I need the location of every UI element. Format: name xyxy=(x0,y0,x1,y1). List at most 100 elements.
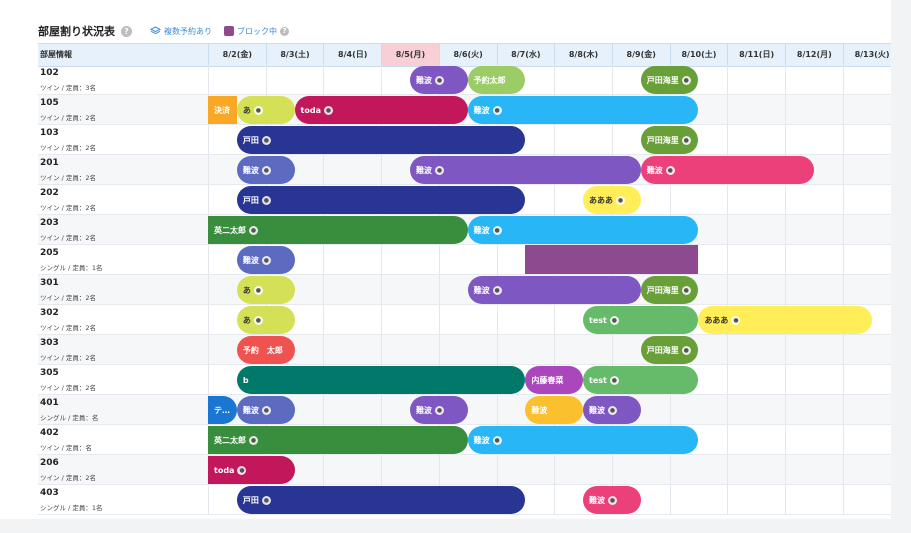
booking-bar[interactable]: 戸田 ● xyxy=(236,186,526,214)
room-type: シングル / 定員：1名 xyxy=(40,504,103,512)
room-number[interactable]: 303 xyxy=(40,338,59,348)
booking-label: 予約太郎 xyxy=(473,75,506,85)
group-icon: ● xyxy=(681,345,691,355)
room-row: 302 ツイン / 定員：2名 xyxy=(38,305,891,335)
date-column-header: 8/2(金) xyxy=(208,44,266,66)
room-number[interactable]: 302 xyxy=(40,308,59,318)
booking-bar[interactable]: あああ ● xyxy=(583,186,641,214)
date-column-header: 8/7(水) xyxy=(496,44,555,66)
booking-label: 難波 xyxy=(415,75,432,85)
room-number[interactable]: 205 xyxy=(40,248,59,258)
booking-label: 難波 xyxy=(646,165,663,175)
booking-label: 難波 xyxy=(473,285,490,295)
booking-bar[interactable]: 難波 ● xyxy=(467,216,699,244)
blocked-cell[interactable] xyxy=(525,245,699,274)
room-row: 102 ツイン / 定員：3名 xyxy=(38,65,891,95)
booking-bar[interactable]: 英二太郎 ● xyxy=(208,216,468,244)
booking-bar[interactable]: あああ ● xyxy=(698,306,872,334)
date-column-header: 8/13(火) xyxy=(842,44,891,66)
booking-bar[interactable]: 難波 ● xyxy=(467,426,699,454)
grid-line xyxy=(323,65,325,515)
room-number[interactable]: 301 xyxy=(40,278,59,288)
booking-bar[interactable]: toda ● xyxy=(208,456,295,484)
date-column-header: 8/5(月) xyxy=(381,44,439,66)
group-icon: ● xyxy=(261,495,271,505)
booking-bar[interactable]: 難波 ● xyxy=(236,156,295,184)
room-type: ツイン / 定員：2名 xyxy=(40,354,96,362)
booking-label: あああ xyxy=(589,195,614,205)
room-row: 303 ツイン / 定員：2名 xyxy=(38,335,891,365)
booking-bar[interactable]: 難波 xyxy=(525,396,584,424)
room-type: ツイン / 定員：2名 xyxy=(40,204,96,212)
booking-bar[interactable]: 難波 ● xyxy=(640,156,814,184)
help-icon[interactable]: ? xyxy=(280,26,289,36)
booking-bar[interactable]: 英二太郎 ● xyxy=(208,426,468,454)
group-icon: ● xyxy=(492,435,502,445)
group-icon: ● xyxy=(609,375,619,385)
booking-bar[interactable]: b xyxy=(236,366,526,394)
booking-label: 難波 xyxy=(242,255,259,265)
booking-bar[interactable]: 難波 ● xyxy=(409,66,468,94)
booking-label: 難波 xyxy=(473,225,490,235)
room-number[interactable]: 102 xyxy=(40,68,59,78)
date-column-header: 8/3(土) xyxy=(265,44,324,66)
booking-bar[interactable]: test ● xyxy=(583,306,699,334)
room-number[interactable]: 305 xyxy=(40,368,59,378)
room-row: 103 ツイン / 定員：2名 xyxy=(38,125,891,155)
group-icon: ● xyxy=(608,405,618,415)
booking-label: 難波 xyxy=(242,165,259,175)
room-allocation-panel: 部屋割り状況表 ? 複数予約あり ブロック中 ? 部屋情報 8/2(金) 8/3(… xyxy=(0,0,891,519)
group-icon: ● xyxy=(261,165,271,175)
room-number[interactable]: 203 xyxy=(40,218,59,228)
booking-label: 難波 xyxy=(415,165,432,175)
booking-label: test xyxy=(589,315,607,325)
booking-label: 内藤春菜 xyxy=(531,375,564,385)
booking-bar[interactable]: test ● xyxy=(583,366,699,394)
room-type: シングル / 定員：1名 xyxy=(40,264,103,272)
booking-bar[interactable]: 難波 ● xyxy=(583,486,641,514)
group-icon: ● xyxy=(681,285,691,295)
booking-bar[interactable]: 内藤春菜 xyxy=(525,366,584,394)
room-number[interactable]: 401 xyxy=(40,398,59,408)
booking-bar[interactable]: あ ● xyxy=(236,276,295,304)
room-row: 206 ツイン / 定員：2名 xyxy=(38,455,891,485)
booking-bar[interactable]: toda ● xyxy=(294,96,468,124)
booking-bar[interactable]: 難波 ● xyxy=(467,96,699,124)
booking-bar[interactable]: 戸田 ● xyxy=(236,126,526,154)
booking-label: 難波 xyxy=(242,405,259,415)
room-row: 205 シングル / 定員：1名 xyxy=(38,245,891,275)
booking-bar[interactable]: 戸田海里 ● xyxy=(640,66,699,94)
room-number[interactable]: 105 xyxy=(40,98,59,108)
booking-label: 戸田海里 xyxy=(646,345,679,355)
booking-bar[interactable]: 難波 ● xyxy=(409,156,641,184)
room-number[interactable]: 201 xyxy=(40,158,59,168)
booking-bar[interactable]: 難波 ● xyxy=(236,396,295,424)
booking-bar[interactable]: 戸田海里 ● xyxy=(640,336,699,364)
booking-bar[interactable]: テ… xyxy=(208,396,237,424)
group-icon: ● xyxy=(608,495,618,505)
booking-bar[interactable]: 難波 ● xyxy=(409,396,468,424)
booking-bar[interactable]: 難波 ● xyxy=(583,396,641,424)
room-number[interactable]: 402 xyxy=(40,428,59,438)
booking-label: 難波 xyxy=(589,405,606,415)
booking-bar[interactable]: 予約太郎 xyxy=(467,66,526,94)
booking-bar[interactable]: あ ● xyxy=(236,306,295,334)
booking-bar[interactable]: 戸田 ● xyxy=(236,486,526,514)
room-number[interactable]: 403 xyxy=(40,488,59,498)
booking-bar[interactable]: 難波 ● xyxy=(236,246,295,274)
room-number[interactable]: 202 xyxy=(40,188,59,198)
room-number[interactable]: 103 xyxy=(40,128,59,138)
booking-label: 戸田 xyxy=(242,135,259,145)
booking-label: 難波 xyxy=(531,405,548,415)
room-row: 305 ツイン / 定員：2名 xyxy=(38,365,891,395)
booking-bar[interactable]: 予約 太郎 xyxy=(236,336,295,364)
booking-bar[interactable]: 難波 ● xyxy=(467,276,641,304)
layers-icon xyxy=(150,26,161,35)
booking-bar[interactable]: あ ● xyxy=(236,96,295,124)
group-icon: ● xyxy=(681,75,691,85)
booking-bar[interactable]: 決済 xyxy=(208,96,237,124)
room-number[interactable]: 206 xyxy=(40,458,59,468)
booking-bar[interactable]: 戸田海里 ● xyxy=(640,276,699,304)
booking-bar[interactable]: 戸田海里 ● xyxy=(640,126,699,154)
help-icon[interactable]: ? xyxy=(121,25,132,37)
